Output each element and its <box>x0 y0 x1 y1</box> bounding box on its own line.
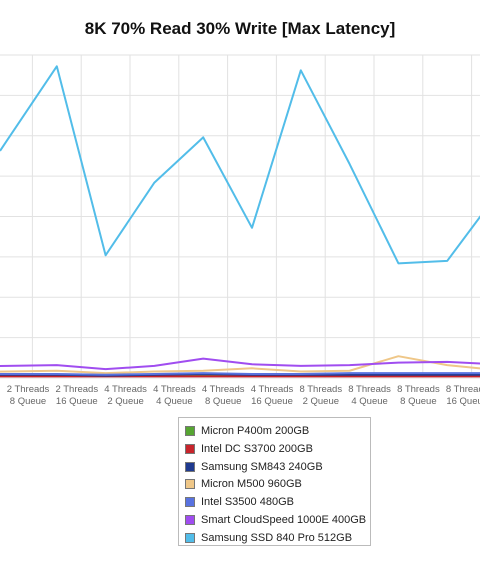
legend-item: Intel DC S3700 200GB <box>185 440 313 458</box>
legend-swatch <box>185 515 195 525</box>
x-tick-label: 8 Threads 2 Queue <box>299 384 342 407</box>
legend-swatch <box>185 426 195 436</box>
legend-label: Smart CloudSpeed 1000E 400GB <box>201 514 367 526</box>
legend-swatch <box>185 532 195 543</box>
x-tick-label: 2 Threads 16 Queue <box>55 384 98 407</box>
legend-item: Samsung SM843 240GB <box>185 458 323 476</box>
legend-label: Micron M500 960GB <box>201 478 302 491</box>
series-lines <box>0 65 480 378</box>
legend-label: Samsung SM843 240GB <box>201 460 323 473</box>
series-line-5 <box>0 372 480 376</box>
series-line-7 <box>0 65 480 265</box>
x-tick-label: 2 Threads 8 Queue <box>7 384 50 407</box>
chart-title: 8K 70% Read 30% Write [Max Latency] <box>84 19 396 38</box>
grid-lines <box>0 54 480 379</box>
legend-label: Intel DC S3700 200GB <box>201 442 313 455</box>
series-line-6 <box>0 357 480 371</box>
legend-label: Intel S3500 480GB <box>201 496 294 509</box>
legend-item: Smart CloudSpeed 1000E 400GB <box>185 511 366 529</box>
x-tick-label: 8 Threads 4 Queue <box>348 384 391 407</box>
x-tick-label: 4 Threads 16 Queue <box>251 384 294 407</box>
x-tick-label: 4 Threads 8 Queue <box>202 384 245 407</box>
legend-swatch <box>185 443 195 454</box>
x-tick-label: 8 Threads 8 Queue <box>397 384 440 407</box>
legend-swatch <box>185 479 195 490</box>
x-tick-label: 4 Threads 2 Queue <box>104 384 147 407</box>
legend-item: Micron M500 960GB <box>185 475 302 493</box>
legend-item: Intel S3500 480GB <box>185 493 294 511</box>
legend-label: Micron P400m 200GB <box>201 425 310 437</box>
legend-swatch <box>185 461 195 472</box>
legend-item: Micron P400m 200GB <box>185 422 309 440</box>
x-tick-label: 4 Threads 4 Queue <box>153 384 196 407</box>
legend-item: Samsung SSD 840 Pro 512GB <box>185 529 352 547</box>
legend-swatch <box>185 497 195 508</box>
series-line-4 <box>0 355 480 375</box>
legend: Micron P400m 200GB Intel DC S3700 200GB Sa… <box>178 417 371 546</box>
legend-label: Samsung SSD 840 Pro 512GB <box>201 531 353 544</box>
